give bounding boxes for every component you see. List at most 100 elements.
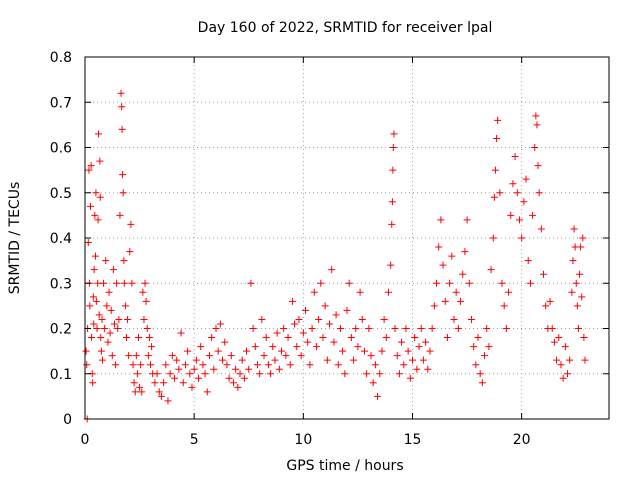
data-point: [92, 297, 100, 305]
data-point: [474, 334, 482, 342]
data-point: [334, 361, 342, 369]
data-point: [550, 338, 558, 346]
y-tick-label: 0.6: [50, 141, 72, 157]
data-point: [561, 343, 569, 351]
data-point: [533, 121, 541, 129]
y-tick-label: 0.1: [50, 367, 72, 383]
data-point: [378, 347, 386, 355]
data-point: [143, 325, 151, 332]
data-point: [90, 320, 98, 328]
y-tick-label: 0.5: [50, 186, 72, 202]
data-point: [330, 338, 338, 346]
data-point: [188, 383, 196, 391]
data-point: [136, 383, 144, 391]
data-point: [249, 325, 257, 332]
data-point: [221, 338, 229, 346]
data-point: [173, 356, 181, 364]
data-point: [208, 334, 216, 342]
data-point: [98, 356, 106, 364]
data-point: [354, 343, 362, 351]
data-point: [500, 302, 508, 310]
data-point: [212, 325, 220, 332]
data-point: [566, 356, 574, 364]
data-point: [171, 374, 179, 382]
data-point: [411, 334, 419, 342]
data-point: [269, 343, 277, 351]
data-point: [94, 216, 102, 224]
data-point: [371, 361, 379, 369]
data-point: [299, 329, 307, 337]
data-point: [89, 379, 97, 387]
data-point: [205, 352, 213, 360]
data-point: [144, 352, 152, 360]
data-point: [426, 347, 434, 355]
data-point: [275, 365, 283, 373]
data-point: [367, 352, 375, 360]
data-point: [112, 361, 120, 369]
data-point: [284, 334, 292, 342]
data-point: [470, 343, 478, 351]
data-point: [369, 379, 377, 387]
data-point: [197, 343, 205, 351]
data-point: [238, 356, 246, 364]
data-point: [127, 220, 135, 228]
data-point: [253, 361, 261, 369]
data-point: [326, 320, 334, 328]
data-point: [350, 356, 358, 364]
data-point: [86, 202, 94, 210]
data-point: [94, 279, 102, 287]
data-point: [502, 325, 510, 332]
data-point: [574, 325, 582, 332]
data-point: [491, 166, 499, 174]
data-point: [121, 302, 129, 310]
data-point: [358, 315, 366, 323]
data-point: [214, 347, 222, 355]
data-point: [363, 370, 371, 378]
data-point: [435, 243, 443, 251]
data-point: [166, 370, 174, 378]
data-point: [141, 279, 149, 287]
data-point: [478, 379, 486, 387]
y-tick-label: 0.7: [50, 95, 72, 111]
data-point: [452, 288, 460, 296]
data-point: [114, 325, 122, 332]
data-point: [581, 356, 589, 364]
data-point: [463, 216, 471, 224]
data-point: [184, 347, 192, 355]
x-tick-label: 10: [294, 432, 312, 448]
data-point: [90, 266, 98, 274]
data-point: [201, 370, 209, 378]
data-point: [95, 130, 103, 138]
data-point: [507, 211, 515, 219]
data-point: [312, 343, 320, 351]
data-point: [97, 347, 105, 355]
data-point: [96, 193, 104, 201]
data-point: [339, 347, 347, 355]
data-point: [116, 211, 124, 219]
data-point: [278, 347, 285, 355]
data-point: [398, 338, 406, 346]
data-point: [85, 166, 93, 174]
data-point: [577, 243, 585, 251]
data-point: [82, 347, 90, 355]
data-point: [210, 365, 218, 373]
data-point: [271, 356, 279, 364]
data-point: [177, 329, 185, 337]
data-point: [454, 325, 462, 332]
data-point: [175, 365, 183, 373]
data-point: [534, 162, 542, 170]
data-point: [115, 315, 123, 323]
data-point: [490, 193, 498, 201]
data-point: [391, 325, 399, 332]
data-point: [511, 153, 519, 161]
data-point: [537, 225, 545, 233]
data-point: [122, 334, 130, 342]
x-tick-label: 0: [81, 432, 90, 448]
data-point: [559, 374, 567, 382]
data-point: [137, 361, 145, 369]
data-point: [415, 343, 423, 351]
data-point: [395, 370, 403, 378]
data-point: [457, 297, 465, 305]
data-point: [430, 302, 438, 310]
data-point: [142, 297, 150, 305]
